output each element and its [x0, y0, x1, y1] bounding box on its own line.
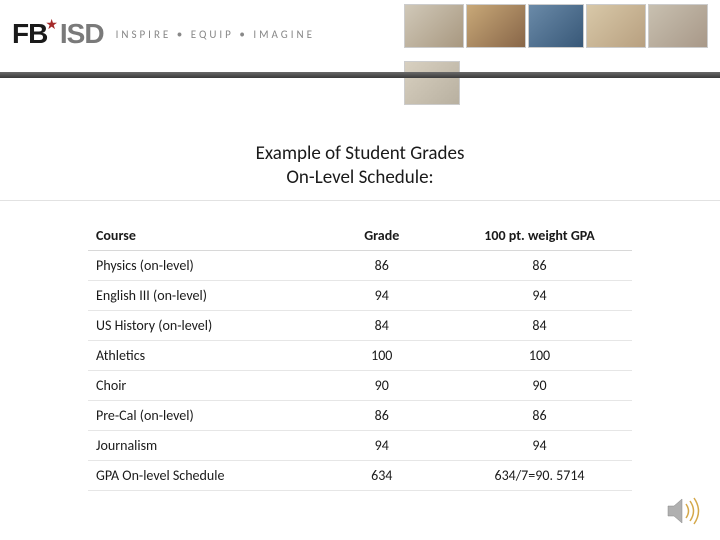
- header-photo: [648, 4, 708, 48]
- cell-course: US History (on-level): [88, 310, 316, 340]
- title-underline: [0, 200, 720, 201]
- cell-grade: 86: [316, 400, 447, 430]
- slide-title: Example of Student Grades On-Level Sched…: [0, 142, 720, 201]
- column-header-gpa: 100 pt. weight GPA: [447, 221, 632, 251]
- header-photo: [404, 61, 460, 105]
- cell-gpa: 100: [447, 340, 632, 370]
- speaker-icon: [666, 496, 702, 526]
- table-row: English III (on-level) 94 94: [88, 280, 632, 310]
- cell-course: Choir: [88, 370, 316, 400]
- title-line-2: On-Level Schedule:: [0, 166, 720, 190]
- cell-gpa: 86: [447, 400, 632, 430]
- cell-gpa: 94: [447, 430, 632, 460]
- header-divider-bar: [0, 72, 720, 78]
- grades-table-container: Course Grade 100 pt. weight GPA Physics …: [88, 221, 632, 491]
- logo-area: FB ★ ISD INSPIRE • EQUIP • IMAGINE: [12, 18, 315, 50]
- cell-grade: 634: [316, 460, 447, 490]
- table-row: US History (on-level) 84 84: [88, 310, 632, 340]
- table-row: Choir 90 90: [88, 370, 632, 400]
- header-photo: [404, 4, 464, 48]
- cell-gpa: 634/7=90. 5714: [447, 460, 632, 490]
- cell-grade: 94: [316, 430, 447, 460]
- star-icon: ★: [45, 16, 58, 33]
- cell-course: Journalism: [88, 430, 316, 460]
- cell-grade: 84: [316, 310, 447, 340]
- table-body: Physics (on-level) 86 86 English III (on…: [88, 250, 632, 490]
- header-photo: [466, 4, 526, 48]
- cell-grade: 86: [316, 250, 447, 280]
- cell-gpa: 94: [447, 280, 632, 310]
- table-row: Pre-Cal (on-level) 86 86: [88, 400, 632, 430]
- header-photo: [528, 4, 584, 48]
- grades-table: Course Grade 100 pt. weight GPA Physics …: [88, 221, 632, 491]
- tagline: INSPIRE • EQUIP • IMAGINE: [116, 28, 315, 41]
- cell-course: Athletics: [88, 340, 316, 370]
- cell-course: GPA On-level Schedule: [88, 460, 316, 490]
- cell-grade: 90: [316, 370, 447, 400]
- logo-isd-text: ISD: [60, 18, 104, 50]
- cell-course: Pre-Cal (on-level): [88, 400, 316, 430]
- table-row: Journalism 94 94: [88, 430, 632, 460]
- column-header-course: Course: [88, 221, 316, 251]
- photo-collage: [400, 0, 720, 120]
- table-row: Athletics 100 100: [88, 340, 632, 370]
- cell-gpa: 84: [447, 310, 632, 340]
- cell-gpa: 86: [447, 250, 632, 280]
- logo-fb-text: FB: [12, 18, 47, 50]
- column-header-grade: Grade: [316, 221, 447, 251]
- cell-grade: 94: [316, 280, 447, 310]
- logo: FB ★ ISD: [12, 18, 104, 50]
- cell-course: English III (on-level): [88, 280, 316, 310]
- slide-header: FB ★ ISD INSPIRE • EQUIP • IMAGINE: [0, 0, 720, 100]
- title-line-1: Example of Student Grades: [0, 142, 720, 166]
- cell-gpa: 90: [447, 370, 632, 400]
- header-photo: [586, 4, 646, 48]
- table-row: Physics (on-level) 86 86: [88, 250, 632, 280]
- cell-grade: 100: [316, 340, 447, 370]
- table-row-total: GPA On-level Schedule 634 634/7=90. 5714: [88, 460, 632, 490]
- table-header-row: Course Grade 100 pt. weight GPA: [88, 221, 632, 251]
- cell-course: Physics (on-level): [88, 250, 316, 280]
